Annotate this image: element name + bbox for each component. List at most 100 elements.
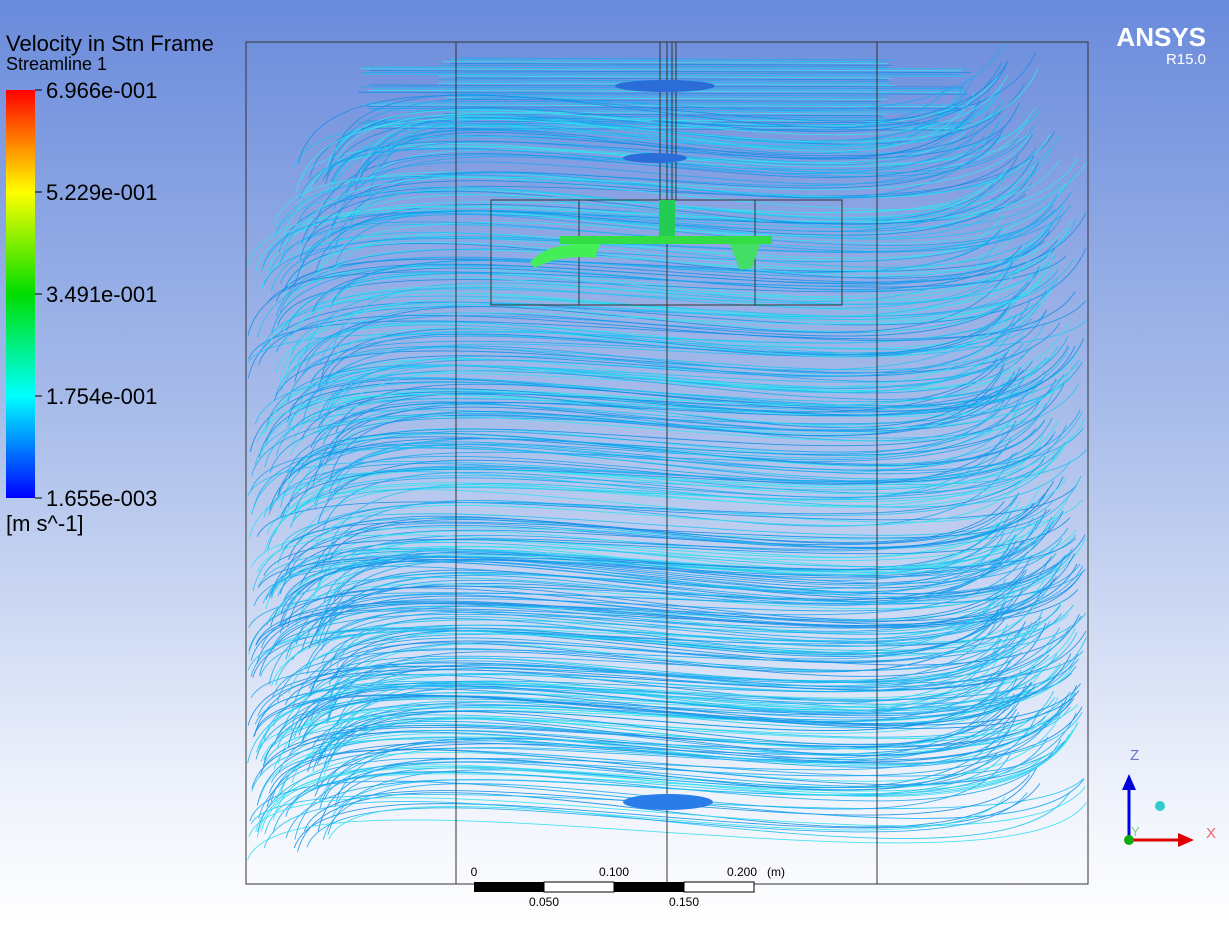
streamline	[285, 488, 1049, 576]
streamline	[301, 318, 1033, 377]
legend-label: 5.229e-001	[46, 180, 157, 205]
streamline	[321, 603, 1013, 664]
streamline	[272, 449, 1062, 537]
scale-seg	[614, 882, 684, 892]
scale-seg	[683, 881, 755, 893]
streamline	[288, 494, 1046, 577]
streamline	[450, 63, 893, 66]
streamline	[326, 75, 1008, 169]
scale-label: 0.150	[669, 895, 699, 909]
streamline	[248, 538, 1086, 655]
streamline	[257, 537, 1077, 589]
streamline	[328, 178, 1006, 255]
streamline	[291, 515, 1043, 605]
streamline	[268, 555, 1066, 685]
blade	[530, 244, 600, 268]
streamline	[438, 100, 879, 104]
streamline	[294, 401, 1040, 512]
streamline	[252, 475, 1082, 592]
streamline	[277, 676, 1057, 737]
streamline	[294, 266, 1040, 383]
streamline	[363, 73, 967, 77]
streamline	[247, 212, 1087, 336]
streamline	[308, 638, 1026, 689]
scale-label: 0.200	[727, 865, 757, 879]
streamline	[295, 245, 1039, 370]
streamline	[329, 501, 1005, 561]
streamline	[287, 309, 1047, 423]
streamline	[310, 626, 1024, 721]
streamline	[306, 568, 1028, 675]
streamline	[320, 453, 1014, 574]
streamline	[278, 431, 1056, 496]
streamline	[293, 783, 1041, 849]
streamline	[305, 551, 1029, 669]
streamline	[329, 532, 1005, 624]
streamline	[328, 797, 1006, 840]
streamline	[247, 613, 1087, 671]
streamline	[309, 377, 1025, 458]
scale-label: 0	[471, 865, 478, 879]
streamline	[324, 729, 1010, 799]
streamline	[288, 420, 1046, 479]
streamline	[336, 595, 998, 667]
streamline	[314, 248, 1020, 325]
streamline	[327, 722, 1007, 835]
streamline	[261, 375, 1073, 435]
streamline	[292, 591, 1042, 710]
streamline	[333, 136, 1001, 210]
streamline	[252, 683, 1081, 738]
streamline	[308, 569, 1026, 649]
streamline	[369, 109, 966, 113]
streamline	[288, 456, 1046, 560]
streamline	[312, 367, 1022, 484]
streamline	[322, 630, 1012, 759]
streamline	[283, 509, 1051, 551]
streamline	[263, 460, 1071, 518]
streamline	[259, 553, 1075, 676]
x-label: X	[1206, 825, 1216, 842]
streamline	[328, 41, 1006, 167]
streamline	[375, 95, 959, 172]
scale-label: 0.050	[529, 895, 559, 909]
streamline	[260, 364, 1074, 458]
streamline	[295, 162, 1039, 284]
streamline	[277, 378, 1057, 497]
streamline	[259, 604, 1074, 677]
streamline	[306, 792, 1028, 848]
streamline	[276, 653, 1058, 749]
streamline	[286, 227, 1048, 332]
streamline	[363, 104, 976, 108]
streamline	[448, 99, 881, 102]
streamline	[301, 554, 1033, 651]
streamline	[247, 449, 1087, 497]
streamline	[297, 52, 1037, 164]
streamline	[277, 517, 1056, 613]
streamline	[250, 565, 1084, 677]
streamline	[455, 95, 883, 99]
streamline	[322, 511, 1012, 621]
legend-label: 3.491e-001	[46, 282, 157, 307]
streamline	[287, 509, 1047, 628]
streamline	[281, 146, 1053, 260]
disk	[560, 236, 772, 244]
streamline	[316, 708, 1018, 765]
streamline	[251, 706, 1083, 789]
streamline	[271, 510, 1063, 599]
streamline	[312, 245, 1022, 312]
streamline	[295, 520, 1039, 645]
y-axis	[1124, 835, 1134, 845]
streamline	[275, 263, 1059, 374]
streamline	[302, 298, 1032, 422]
streamline	[254, 658, 1080, 725]
z-label: Z	[1130, 747, 1139, 764]
surface	[623, 153, 687, 163]
streamline	[260, 259, 1074, 353]
logo-version: R15.0	[1166, 51, 1206, 68]
streamline	[307, 683, 1027, 772]
streamline	[268, 740, 1066, 794]
streamline	[317, 315, 1017, 421]
x-arrow	[1178, 833, 1194, 847]
streamline	[317, 540, 1017, 632]
streamline	[256, 563, 1078, 665]
